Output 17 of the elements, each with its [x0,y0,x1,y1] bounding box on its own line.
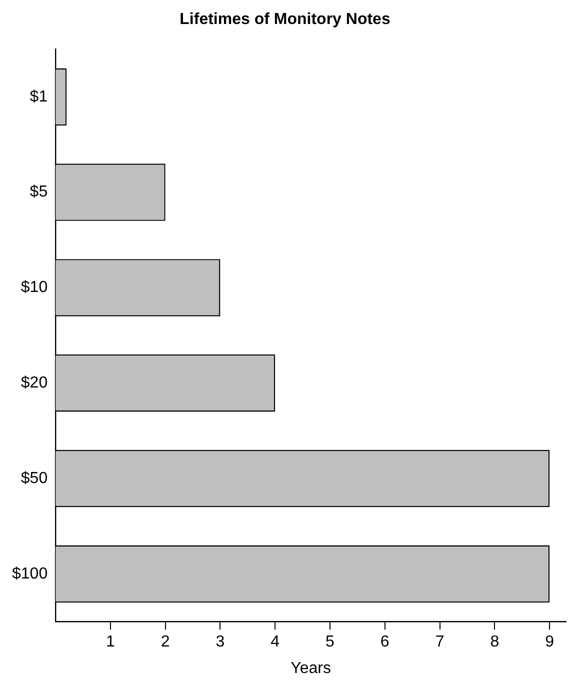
x-tick-label: 1 [106,634,116,651]
x-axis-title: Years [290,660,331,677]
y-tick-label: $1 [30,88,48,106]
x-tick-label: 3 [216,634,225,651]
x-tick-label: 2 [160,634,170,651]
chart-title: Lifetimes of Monitory Notes [180,11,390,28]
x-tick-label: 5 [326,634,335,651]
x-tick-label: 4 [270,634,280,651]
y-tick-label: $100 [12,565,48,582]
x-tick-label: 7 [435,634,444,651]
x-tick-label: 6 [380,634,390,651]
y-tick-label: $50 [20,470,48,487]
y-tick-label: $5 [30,184,48,201]
x-tick-label: 9 [545,634,554,651]
y-tick-label: $20 [20,374,48,392]
x-tick-label: 8 [490,634,500,651]
y-tick-label: $10 [20,279,48,296]
